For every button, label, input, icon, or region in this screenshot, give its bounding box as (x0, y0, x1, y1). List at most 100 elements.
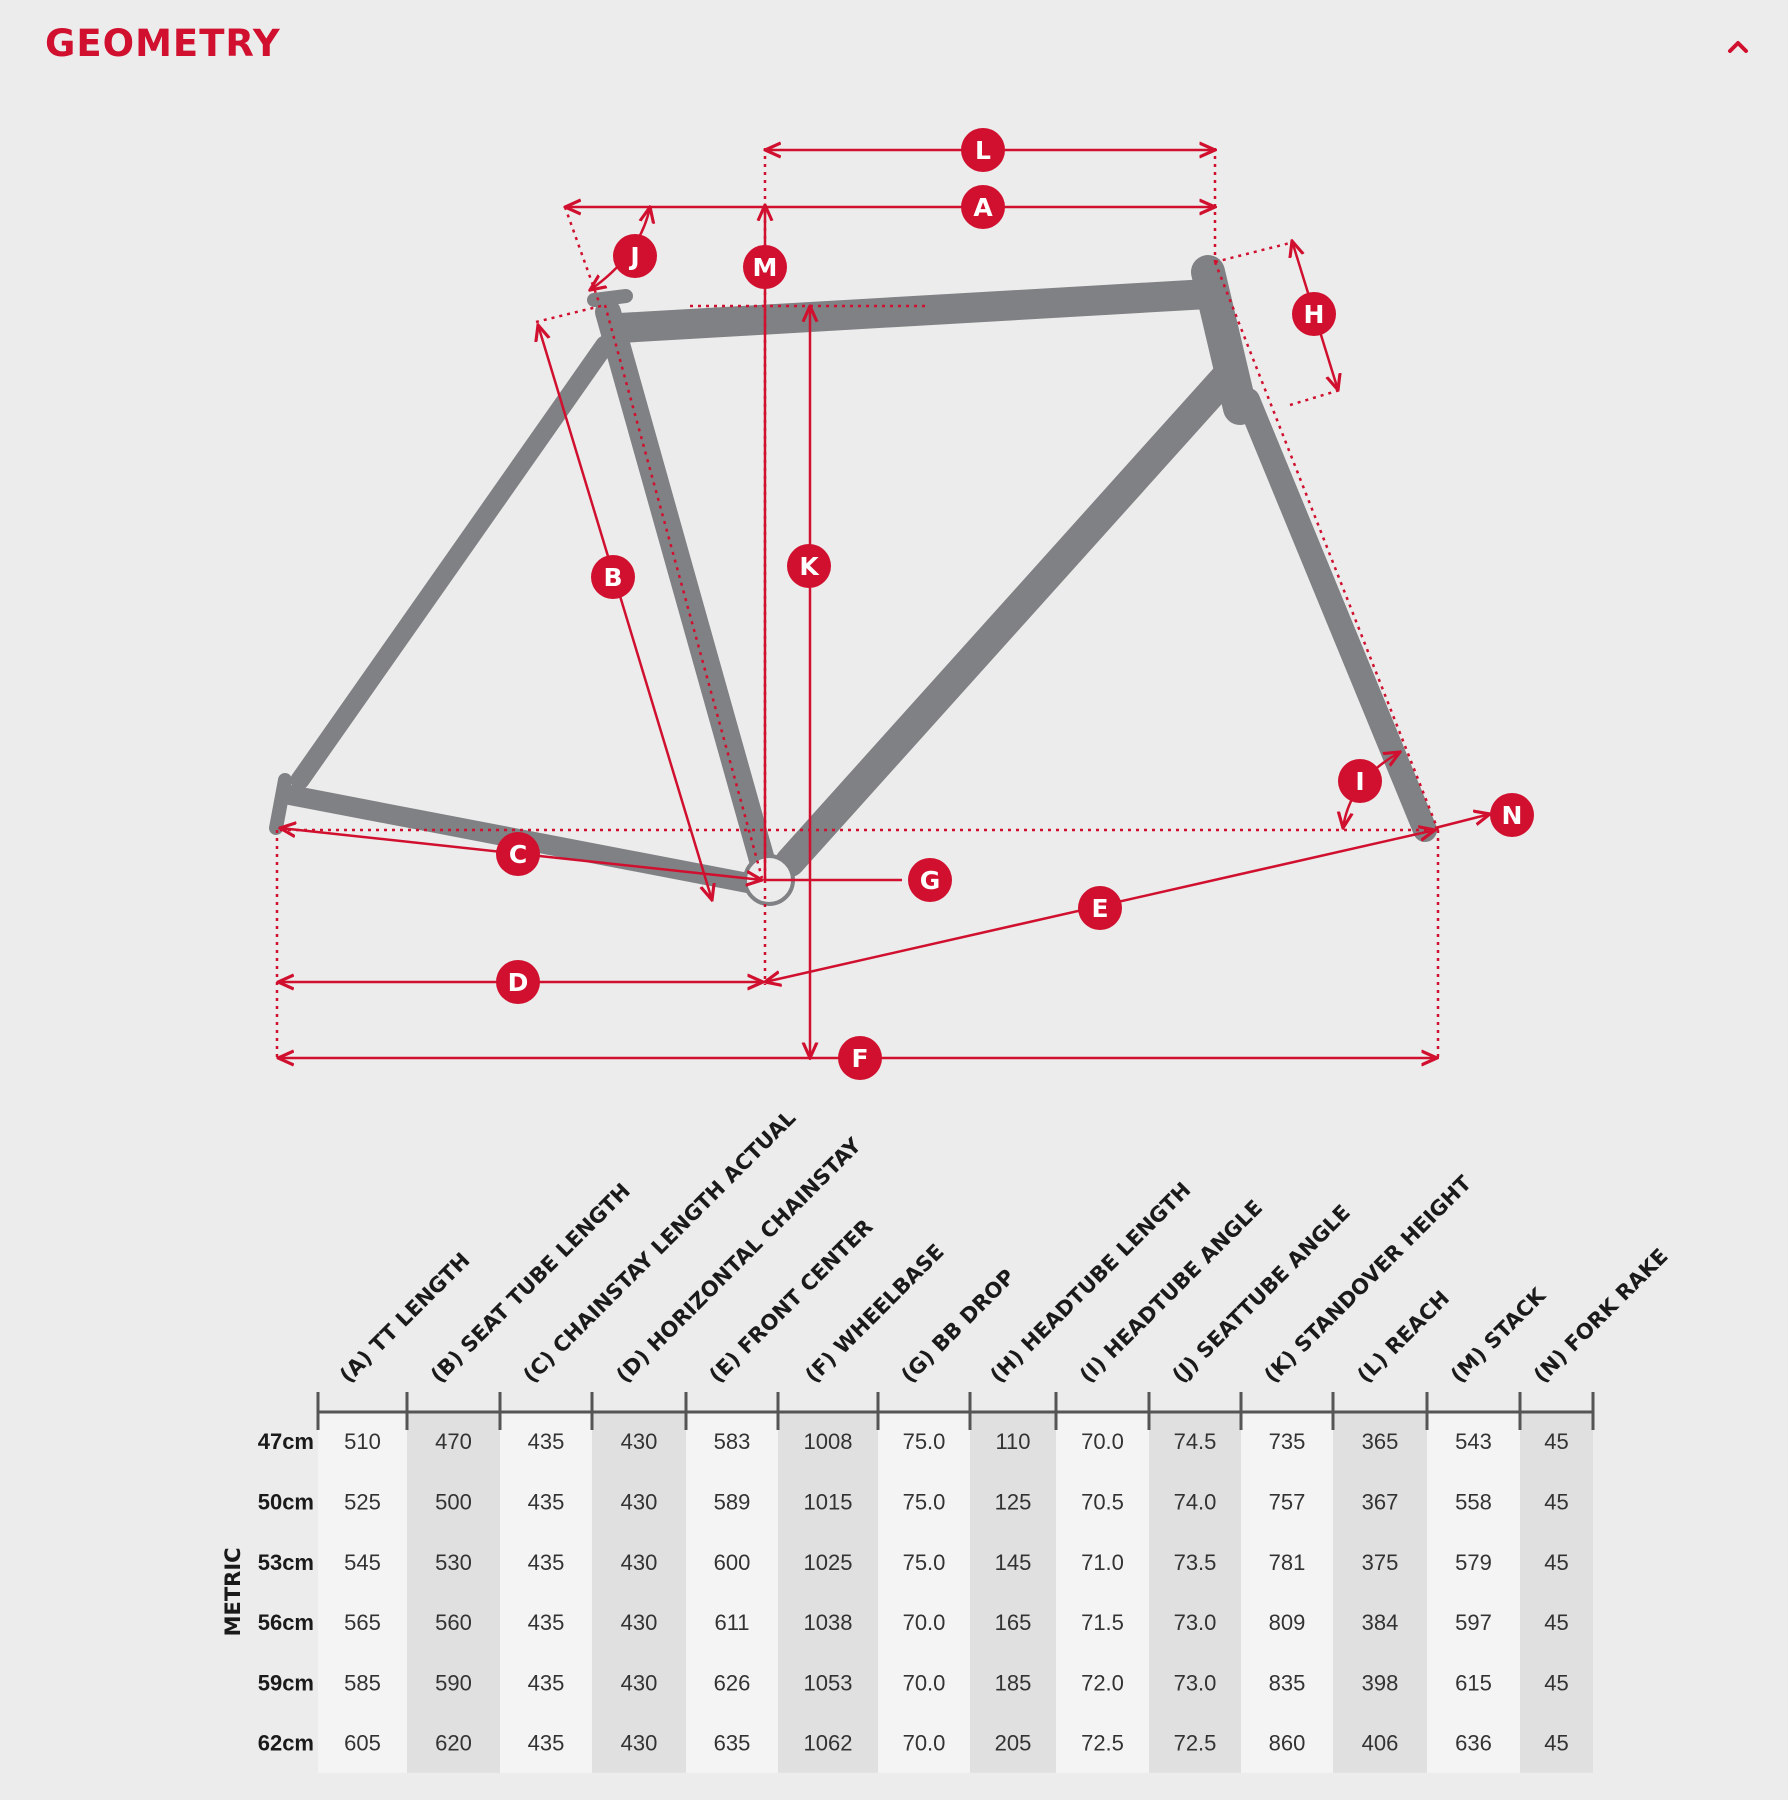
table-cell: 579 (1455, 1550, 1492, 1575)
table-cell: 435 (528, 1429, 565, 1454)
table-cell: 45 (1544, 1670, 1568, 1695)
table-cell: 605 (344, 1731, 381, 1756)
table-column-background (778, 1411, 878, 1773)
table-cell: 597 (1455, 1610, 1492, 1635)
table-cell: 510 (344, 1429, 381, 1454)
dimension-label-n: N (1490, 793, 1534, 837)
table-cell: 611 (714, 1610, 749, 1635)
table-column-background (1520, 1411, 1593, 1773)
collapse-toggle-button[interactable] (1720, 28, 1756, 64)
table-cell: 185 (995, 1670, 1032, 1695)
table-cell: 71.5 (1081, 1610, 1124, 1635)
dimension-label-m: M (743, 245, 787, 289)
dimension-label-text: G (920, 866, 941, 895)
table-cell: 530 (435, 1550, 472, 1575)
table-cell: 543 (1455, 1429, 1492, 1454)
column-header: (L) REACH (1353, 1286, 1455, 1388)
table-cell: 70.0 (903, 1670, 946, 1695)
table-cell: 860 (1269, 1731, 1306, 1756)
table-cell: 430 (621, 1731, 658, 1756)
table-cell: 1062 (804, 1731, 853, 1756)
table-cell: 367 (1362, 1489, 1399, 1514)
dimension-label-text: D (508, 968, 529, 997)
table-column-background (592, 1411, 686, 1773)
table-cell: 545 (344, 1550, 381, 1575)
table-cell: 71.0 (1081, 1550, 1124, 1575)
table-cell: 635 (714, 1731, 751, 1756)
table-cell: 73.0 (1174, 1610, 1217, 1635)
page-title: GEOMETRY (45, 22, 281, 65)
dimension-label-j: J (613, 234, 657, 278)
table-cell: 525 (344, 1489, 381, 1514)
dimension-label-text: B (603, 563, 622, 592)
table-column-background (1056, 1411, 1149, 1773)
table-row: 56cm 565 560 435 430 611 1038 70.0 165 71.5 73.0 80… (258, 1610, 1569, 1635)
table-cell: 70.0 (903, 1731, 946, 1756)
table-cell: 600 (714, 1550, 751, 1575)
table-cell: 435 (528, 1550, 565, 1575)
row-header: 59cm (258, 1670, 314, 1695)
row-header: 50cm (258, 1489, 314, 1514)
table-cell: 809 (1269, 1610, 1306, 1635)
top-tube (605, 279, 1223, 343)
table-cell: 70.5 (1081, 1489, 1124, 1514)
table-cell: 205 (995, 1731, 1032, 1756)
table-column-background (970, 1411, 1056, 1773)
table-cell: 615 (1455, 1670, 1492, 1695)
dimension-label-text: K (799, 552, 820, 581)
table-cell: 72.5 (1174, 1731, 1217, 1756)
column-header: (I) HEADTUBE ANGLE (1075, 1195, 1267, 1387)
table-cell: 45 (1544, 1489, 1568, 1514)
table-cell: 430 (621, 1489, 658, 1514)
reference-lines (275, 148, 1440, 1060)
table-column-background (500, 1411, 592, 1773)
table-cell: 45 (1544, 1429, 1568, 1454)
dimension-label-text: I (1355, 767, 1364, 796)
dimension-label-d: D (496, 960, 540, 1004)
table-cell: 560 (435, 1610, 472, 1635)
row-header: 53cm (258, 1550, 314, 1575)
dimension-label-e: E (1078, 886, 1122, 930)
table-cell: 500 (435, 1489, 472, 1514)
table-cell: 74.5 (1174, 1429, 1217, 1454)
table-cell: 165 (995, 1610, 1032, 1635)
row-header: 62cm (258, 1731, 314, 1756)
down-tube (775, 363, 1240, 877)
table-column-background (1333, 1411, 1427, 1773)
table-cell: 1038 (804, 1610, 853, 1635)
seat-stay (290, 335, 615, 790)
table-cell: 565 (344, 1610, 381, 1635)
table-cell: 589 (714, 1489, 751, 1514)
table-cell: 435 (528, 1731, 565, 1756)
column-header: (J) SEATTUBE ANGLE (1168, 1200, 1355, 1387)
table-cell: 384 (1362, 1610, 1399, 1635)
table-cell: 620 (435, 1731, 472, 1756)
table-cell: 636 (1455, 1731, 1492, 1756)
column-header: (B) SEAT TUBE LENGTH (426, 1179, 635, 1388)
table-cell: 470 (435, 1429, 472, 1454)
dimension-label-i: I (1338, 759, 1382, 803)
table-row: 50cm 525 500 435 430 589 1015 75.0 125 70.5 74.0 75… (258, 1489, 1569, 1514)
dimension-label-text: J (628, 242, 639, 271)
table-cell: 70.0 (1081, 1429, 1124, 1454)
table-column-background (1241, 1411, 1333, 1773)
table-row: 47cm 510 470 435 430 583 1008 75.0 110 70.0 74.5 73… (258, 1429, 1569, 1454)
chevron-up-icon (1728, 41, 1748, 53)
seat-collar (587, 289, 633, 307)
dimension-label-c: C (496, 832, 540, 876)
bike-frame (269, 255, 1437, 895)
dimension-label-h: H (1292, 292, 1336, 336)
table-cell: 72.5 (1081, 1731, 1124, 1756)
table-cell: 74.0 (1174, 1489, 1217, 1514)
table-cell: 375 (1362, 1550, 1399, 1575)
table-column-background (318, 1411, 407, 1773)
dimension-label-text: F (851, 1044, 868, 1073)
table-cell: 45 (1544, 1731, 1568, 1756)
table-column-background (1427, 1411, 1520, 1773)
table-cell: 435 (528, 1489, 565, 1514)
table-cell: 125 (995, 1489, 1032, 1514)
table-cell: 73.0 (1174, 1670, 1217, 1695)
table-cell: 435 (528, 1670, 565, 1695)
geometry-table: (A) TT LENGTH(B) SEAT TUBE LENGTH(C) CHA… (221, 1106, 1673, 1773)
dimension-label-f: F (838, 1036, 882, 1080)
